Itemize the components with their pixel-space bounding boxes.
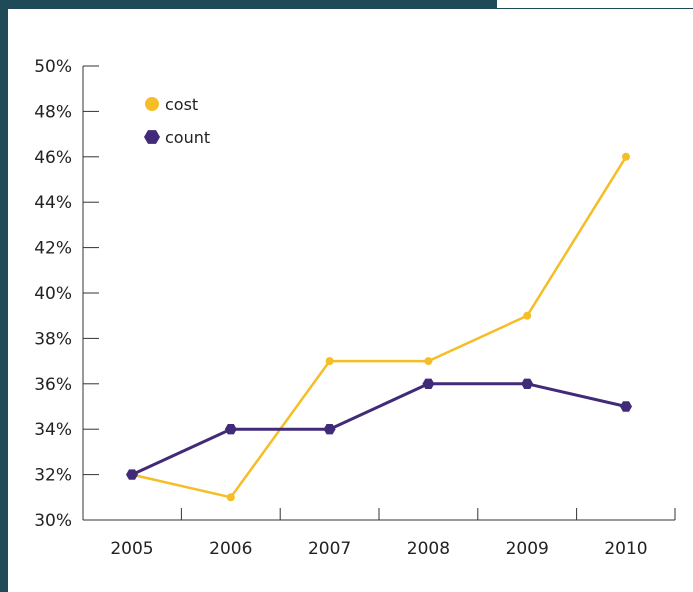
data-point-cost: [424, 357, 433, 366]
data-point-count: [620, 401, 632, 412]
data-point-count: [521, 378, 534, 389]
data-point-count: [224, 424, 237, 435]
x-tick-label: 2009: [506, 539, 549, 559]
x-tick-label: 2006: [209, 539, 252, 559]
data-point-count: [126, 469, 138, 480]
y-tick-label: 44%: [34, 193, 72, 213]
data-point-count: [422, 378, 435, 389]
x-tick-label: 2008: [407, 539, 450, 559]
y-tick-label: 38%: [34, 329, 72, 349]
legend-label-count: count: [165, 128, 210, 147]
series-line-count: [131, 382, 627, 476]
data-point-cost: [226, 493, 235, 502]
y-tick-label: 34%: [34, 420, 72, 440]
header-rule: [497, 0, 693, 9]
legend-marker-count: [144, 130, 160, 144]
left-frame-border: [0, 0, 8, 592]
x-axis-ticks: 2005 2006 2007 2008 2009 2010: [110, 508, 676, 559]
series-layer: [126, 152, 632, 502]
y-tick-label: 48%: [34, 102, 72, 122]
y-tick-label: 46%: [34, 148, 72, 168]
header-bar: [0, 0, 497, 9]
chart-legend: cost count: [144, 95, 210, 147]
data-point-cost: [622, 152, 630, 161]
y-tick-label: 30%: [34, 511, 72, 531]
data-point-cost: [325, 357, 334, 366]
x-tick-label: 2010: [604, 539, 647, 559]
y-tick-label: 40%: [34, 284, 72, 304]
data-point-cost: [523, 311, 532, 320]
legend-label-cost: cost: [165, 95, 198, 114]
y-tick-label: 50%: [34, 57, 72, 77]
y-tick-label: 32%: [34, 466, 72, 486]
x-tick-label: 2005: [110, 539, 153, 559]
x-tick-label: 2007: [308, 539, 351, 559]
series-cost: [128, 152, 630, 502]
y-tick-label: 42%: [34, 239, 72, 259]
y-tick-label: 36%: [34, 375, 72, 395]
series-count: [126, 378, 632, 480]
series-line-cost: [131, 156, 628, 499]
legend-marker-cost: [145, 97, 159, 111]
data-point-count: [323, 424, 336, 435]
y-axis-ticks: 30% 32% 34% 36% 38% 40% 42% 44% 46% 48% 50%: [34, 57, 99, 531]
